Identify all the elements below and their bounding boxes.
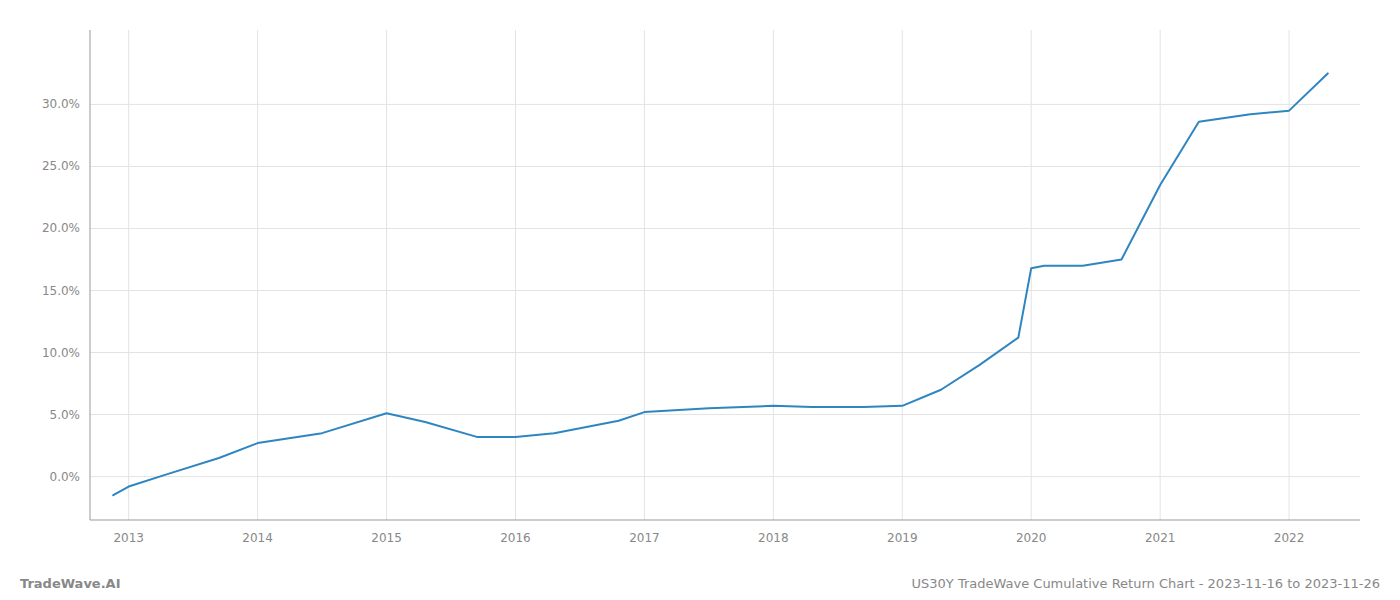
grid-line-y (90, 352, 1360, 353)
x-tick-label: 2019 (887, 531, 918, 545)
grid-line-y (90, 228, 1360, 229)
grid-line-x (386, 30, 387, 520)
grid-line-y (90, 414, 1360, 415)
footer-right: US30Y TradeWave Cumulative Return Chart … (912, 576, 1380, 591)
y-tick-label: 30.0% (42, 97, 80, 111)
x-tick-label: 2015 (371, 531, 402, 545)
y-tick-label: 10.0% (42, 346, 80, 360)
grid (90, 30, 1360, 520)
page: {"chart_data": {"type": "line", "x": [20… (0, 0, 1400, 600)
grid-line-x (773, 30, 774, 520)
y-tick-label: 20.0% (42, 221, 80, 235)
grid-line-x (1160, 30, 1161, 520)
x-tick-label: 2018 (758, 531, 789, 545)
footer-left: TradeWave.AI (20, 576, 121, 591)
grid-line-y (90, 290, 1360, 291)
grid-line-x (1289, 30, 1290, 520)
x-tick-label: 2017 (629, 531, 660, 545)
grid-line-x (902, 30, 903, 520)
tick-labels: 2013 2014 2015 2016 2017 2018 2019 2020 2021 2022… (42, 97, 1304, 545)
grid-line-y (90, 476, 1360, 477)
x-tick-label: 2022 (1274, 531, 1305, 545)
grid-line-x (515, 30, 516, 520)
x-tick-label: 2020 (1016, 531, 1047, 545)
x-tick-label: 2016 (500, 531, 531, 545)
x-tick-label: 2014 (242, 531, 273, 545)
y-tick-label: 0.0% (50, 470, 81, 484)
grid-line-x (257, 30, 258, 520)
chart: 2013 2014 2015 2016 2017 2018 2019 2020 2021 2022… (0, 0, 1400, 600)
x-tick-label: 2013 (113, 531, 144, 545)
y-axis-line (90, 30, 91, 520)
x-axis-line (90, 520, 1360, 521)
grid-line-y (90, 104, 1360, 105)
series (113, 73, 1328, 495)
y-tick-label: 15.0% (42, 284, 80, 298)
x-tick-label: 2021 (1145, 531, 1176, 545)
grid-line-x (644, 30, 645, 520)
y-tick-label: 5.0% (50, 408, 81, 422)
grid-line-y (90, 166, 1360, 167)
line (113, 73, 1328, 495)
y-tick-label: 25.0% (42, 159, 80, 173)
grid-line-x (128, 30, 129, 520)
